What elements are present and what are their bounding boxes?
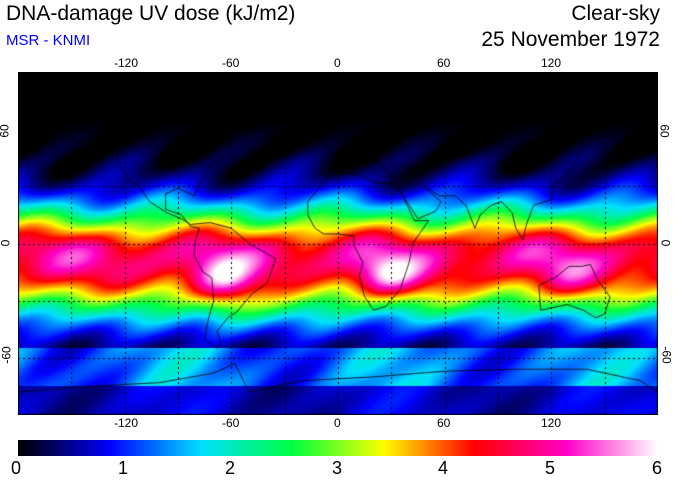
lon-tick-bottom: -120	[114, 416, 139, 430]
lon-tick-bottom: -60	[222, 416, 240, 430]
uv-dose-map	[18, 72, 658, 415]
lon-tick-top: -120	[114, 56, 139, 70]
lat-tick-right: -60	[659, 346, 674, 364]
colorbar-label: 4	[438, 458, 449, 478]
lat-tick-right: 60	[657, 124, 672, 138]
source-label: MSR - KNMI	[6, 32, 91, 49]
colorbar-label: 5	[545, 458, 556, 478]
lon-tick-bottom: 0	[334, 416, 341, 430]
lon-tick-bottom: 120	[541, 416, 562, 430]
colorbar-label: 2	[225, 458, 236, 478]
sky-condition-label: Clear-sky	[571, 2, 660, 25]
color-scale-bar	[18, 440, 658, 456]
colorbar-label: 0	[11, 458, 22, 478]
map-title: DNA-damage UV dose (kJ/m2)	[6, 2, 296, 25]
lon-tick-top: 60	[437, 56, 451, 70]
colorbar-label: 1	[118, 458, 129, 478]
lat-tick-left: -60	[0, 346, 14, 364]
lat-tick-left: 0	[0, 240, 12, 247]
lat-tick-right: 0	[658, 239, 673, 247]
lat-tick-left: 60	[0, 124, 12, 138]
lon-tick-bottom: 60	[437, 416, 451, 430]
lon-tick-top: 120	[541, 56, 562, 70]
lon-tick-top: 0	[334, 56, 341, 70]
date-label: 25 November 1972	[481, 28, 660, 51]
colorbar-label: 3	[332, 458, 343, 478]
lon-tick-top: -60	[222, 56, 240, 70]
colorbar-label: 6	[652, 458, 663, 478]
